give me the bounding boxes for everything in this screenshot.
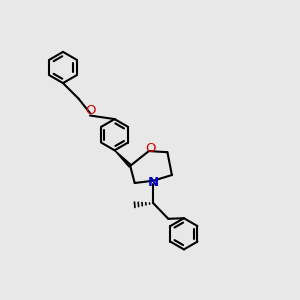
Text: N: N	[148, 176, 159, 189]
Text: O: O	[145, 142, 155, 155]
Polygon shape	[115, 150, 131, 167]
Text: O: O	[85, 103, 95, 117]
